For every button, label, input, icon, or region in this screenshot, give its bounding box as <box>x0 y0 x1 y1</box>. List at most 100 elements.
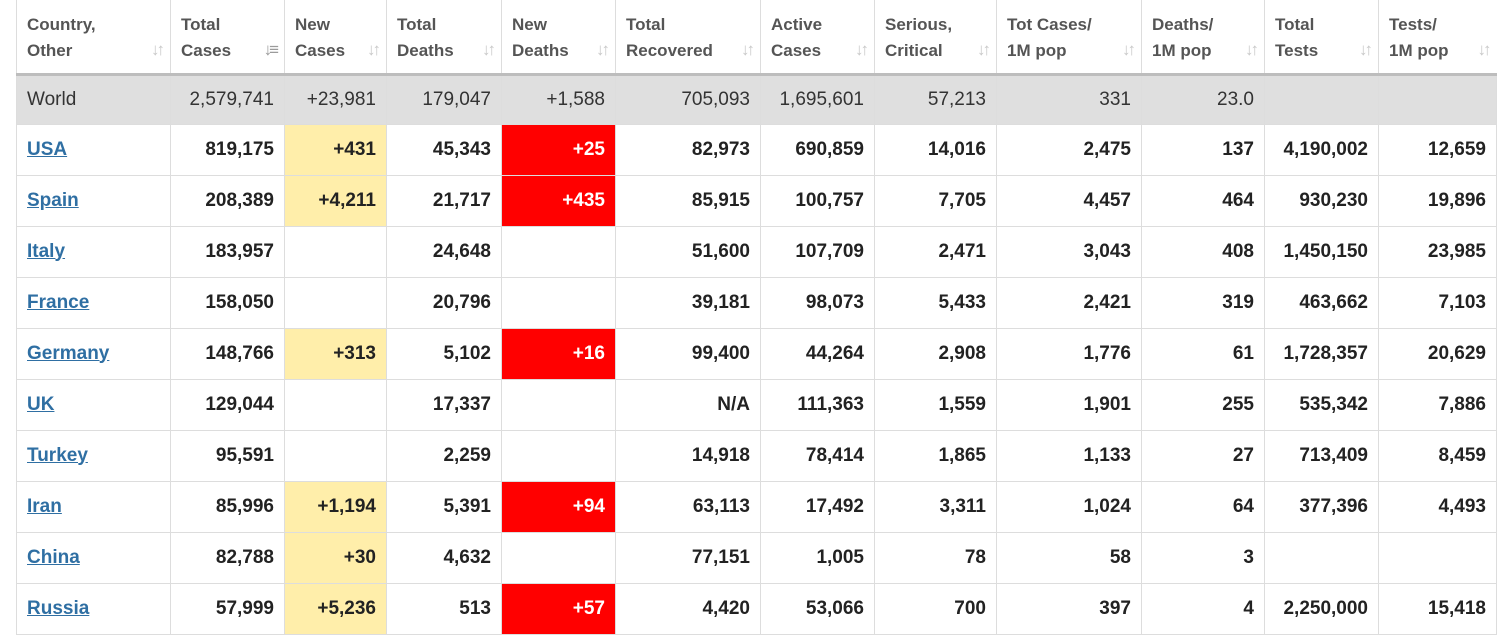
country-link[interactable]: UK <box>27 393 55 415</box>
table-row: France 158,050 20,796 39,181 98,073 5,433 2,42… <box>16 276 1497 329</box>
column-header-line2: Other <box>27 41 73 60</box>
sort-arrows-icon[interactable]: ↓↑ <box>596 39 610 59</box>
sort-arrows-icon[interactable]: ↓↑ <box>1122 39 1136 59</box>
column-header-10[interactable]: Total Tests ↓↑ <box>1264 0 1379 76</box>
cell-col-9: 27 <box>1141 429 1265 482</box>
sort-arrows-icon[interactable]: ↓↑ <box>367 39 381 59</box>
column-header-4[interactable]: New Deaths ↓↑ <box>501 0 616 76</box>
column-header-line1: Tot Cases/ <box>1007 15 1092 34</box>
column-header-line2: Recovered <box>626 41 713 60</box>
cell-col-11: 19,896 <box>1378 174 1497 227</box>
cell-col-10: 535,342 <box>1264 378 1379 431</box>
cell-col-6: 98,073 <box>760 276 875 329</box>
column-header-9[interactable]: Deaths/1M pop ↓↑ <box>1141 0 1265 76</box>
country-link[interactable]: Germany <box>27 342 110 364</box>
cell-col-6: 1,005 <box>760 531 875 584</box>
cell-col-2 <box>284 429 387 482</box>
cell-col-1: 57,999 <box>170 582 285 635</box>
cell-col-7: 2,471 <box>874 225 997 278</box>
cell-col-6: 78,414 <box>760 429 875 482</box>
cell-col-10 <box>1264 531 1379 584</box>
column-header-2[interactable]: New Cases ↓↑ <box>284 0 387 76</box>
column-header-line1: Country, <box>27 15 96 34</box>
column-header-line1: Total <box>626 15 666 34</box>
cell-col-8: 4,457 <box>996 174 1142 227</box>
cell-col-11: 8,459 <box>1378 429 1497 482</box>
cell-col-10: 463,662 <box>1264 276 1379 329</box>
cell-col-4 <box>501 531 616 584</box>
column-header-line1: Tests/ <box>1389 15 1437 34</box>
cell-col-11: 7,103 <box>1378 276 1497 329</box>
cell-col-7: 5,433 <box>874 276 997 329</box>
cell-col-4 <box>501 276 616 329</box>
country-link[interactable]: Italy <box>27 240 66 262</box>
cell-col-1: 82,788 <box>170 531 285 584</box>
cell-col-1: 208,389 <box>170 174 285 227</box>
cell-col-4: +435 <box>501 174 616 227</box>
cell-col-2: +5,236 <box>284 582 387 635</box>
sort-arrows-icon[interactable]: ↓↑ <box>855 39 869 59</box>
cell-col-3: 5,102 <box>386 327 502 380</box>
cell-col-1: 2,579,741 <box>170 73 285 125</box>
cell-col-10: 713,409 <box>1264 429 1379 482</box>
cell-col-4: +94 <box>501 480 616 533</box>
country-name-cell: Spain <box>16 174 171 227</box>
cell-col-3: 2,259 <box>386 429 502 482</box>
table-row: Germany 148,766 +313 5,102 +16 99,400 44,264 2,… <box>16 327 1497 380</box>
cell-col-7: 2,908 <box>874 327 997 380</box>
column-header-line1: Total <box>397 15 437 34</box>
world-row: World 2,579,741 +23,981 179,047 +1,588 705,09… <box>16 73 1497 125</box>
sort-arrows-icon[interactable]: ↓↑ <box>1359 39 1373 59</box>
sort-arrows-icon[interactable]: ↓↑ <box>151 39 165 59</box>
cell-col-1: 148,766 <box>170 327 285 380</box>
cell-col-8: 1,024 <box>996 480 1142 533</box>
column-header-8[interactable]: Tot Cases/1M pop ↓↑ <box>996 0 1142 76</box>
cell-col-8: 1,776 <box>996 327 1142 380</box>
country-link[interactable]: Turkey <box>27 444 88 466</box>
country-link[interactable]: Iran <box>27 495 62 517</box>
sort-arrows-icon[interactable]: ↓≡ <box>263 39 280 59</box>
sort-arrows-icon[interactable]: ↓↑ <box>482 39 496 59</box>
column-header-line1: Serious, <box>885 15 953 34</box>
sort-arrows-icon[interactable]: ↓↑ <box>741 39 755 59</box>
column-header-6[interactable]: Active Cases ↓↑ <box>760 0 875 76</box>
cell-col-5: 51,600 <box>615 225 761 278</box>
cell-col-8: 2,421 <box>996 276 1142 329</box>
country-link[interactable]: Russia <box>27 597 90 619</box>
cell-col-5: 705,093 <box>615 73 761 125</box>
column-header-5[interactable]: Total Recovered ↓↑ <box>615 0 761 76</box>
country-link[interactable]: France <box>27 291 90 313</box>
column-header-line2: Critical <box>885 41 943 60</box>
cell-col-6: 53,066 <box>760 582 875 635</box>
country-name-cell: Italy <box>16 225 171 278</box>
column-header-11[interactable]: Tests/1M pop ↓↑ <box>1378 0 1497 76</box>
cell-col-9: 4 <box>1141 582 1265 635</box>
column-header-7[interactable]: Serious, Critical ↓↑ <box>874 0 997 76</box>
cell-col-3: 4,632 <box>386 531 502 584</box>
cell-col-1: 95,591 <box>170 429 285 482</box>
cell-col-7: 7,705 <box>874 174 997 227</box>
cell-col-11: 4,493 <box>1378 480 1497 533</box>
cell-col-3: 17,337 <box>386 378 502 431</box>
country-name-cell: Turkey <box>16 429 171 482</box>
column-header-line1: New <box>295 15 330 34</box>
cell-col-4: +25 <box>501 123 616 176</box>
country-link[interactable]: USA <box>27 138 68 160</box>
cell-col-8: 1,901 <box>996 378 1142 431</box>
column-header-1[interactable]: Total Cases ↓≡ <box>170 0 285 76</box>
sort-arrows-icon[interactable]: ↓↑ <box>1477 39 1492 59</box>
column-header-3[interactable]: Total Deaths ↓↑ <box>386 0 502 76</box>
table-header: Country, Other ↓↑ Total Cases ↓≡ New Cases ↓↑ Tot… <box>16 0 1497 76</box>
column-header-0[interactable]: Country, Other ↓↑ <box>16 0 171 76</box>
column-header-line2: 1M pop <box>1152 41 1212 60</box>
cell-col-6: 100,757 <box>760 174 875 227</box>
sort-arrows-icon[interactable]: ↓↑ <box>977 39 991 59</box>
cell-col-3: 179,047 <box>386 73 502 125</box>
cell-col-1: 158,050 <box>170 276 285 329</box>
column-header-line2: 1M pop <box>1007 41 1067 60</box>
covid-stats-table-container: Country, Other ↓↑ Total Cases ↓≡ New Cases ↓↑ Tot… <box>16 0 1497 635</box>
sort-arrows-icon[interactable]: ↓↑ <box>1245 39 1259 59</box>
country-link[interactable]: China <box>27 546 80 568</box>
country-link[interactable]: Spain <box>27 189 79 211</box>
cell-col-6: 690,859 <box>760 123 875 176</box>
